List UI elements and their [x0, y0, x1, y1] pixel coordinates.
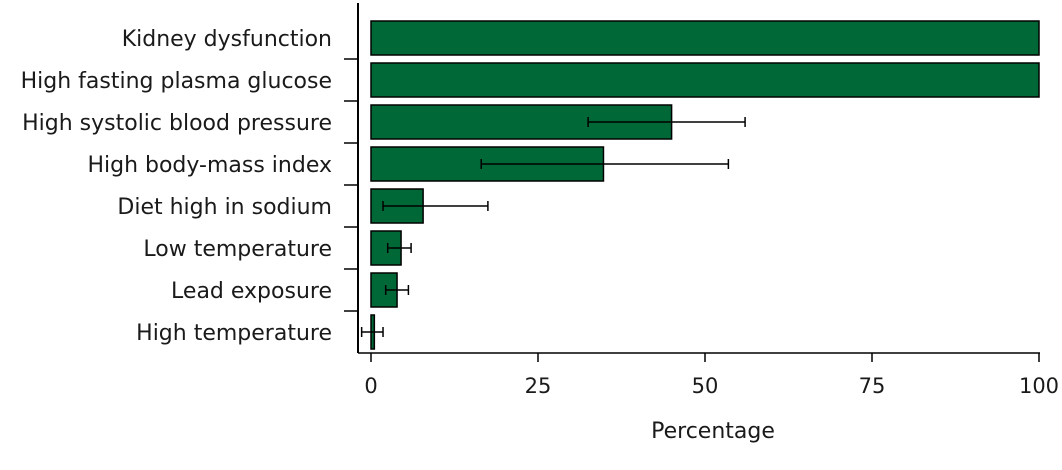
category-label-lead-exposure: Lead exposure	[171, 279, 332, 304]
axes: 0 25 50 75 100	[344, 3, 1059, 398]
error-bar-diet-high-in-sodium	[382, 201, 489, 211]
x-tick-label: 25	[525, 374, 552, 398]
error-bar-high-body-mass-index	[480, 159, 730, 169]
category-labels: Kidney dysfunction High fasting plasma gl…	[21, 27, 332, 346]
x-tick-label: 100	[1019, 374, 1059, 398]
category-label-low-temperature: Low temperature	[143, 237, 332, 262]
x-tick-label: 50	[692, 374, 719, 398]
error-bar-high-temperature	[360, 327, 384, 337]
category-label-high-fasting-plasma-glucose: High fasting plasma glucose	[21, 69, 332, 94]
x-axis-title: Percentage	[651, 419, 775, 444]
x-tick-label: 0	[364, 374, 377, 398]
error-bar-lead-exposure	[384, 285, 410, 295]
error-bar-high-systolic-blood-pressure	[587, 117, 746, 127]
category-label-high-body-mass-index: High body-mass index	[87, 153, 332, 178]
error-bar-low-temperature	[386, 243, 412, 253]
bars	[370, 20, 1040, 350]
bar-high-fasting-plasma-glucose	[370, 62, 1040, 98]
bar-kidney-dysfunction	[370, 20, 1040, 56]
error-bars	[360, 117, 746, 337]
x-tick-label: 75	[859, 374, 886, 398]
category-label-kidney-dysfunction: Kidney dysfunction	[122, 27, 332, 52]
category-label-high-systolic-blood-pressure: High systolic blood pressure	[22, 111, 332, 136]
category-label-diet-high-in-sodium: Diet high in sodium	[117, 195, 332, 220]
category-label-high-temperature: High temperature	[136, 321, 332, 346]
